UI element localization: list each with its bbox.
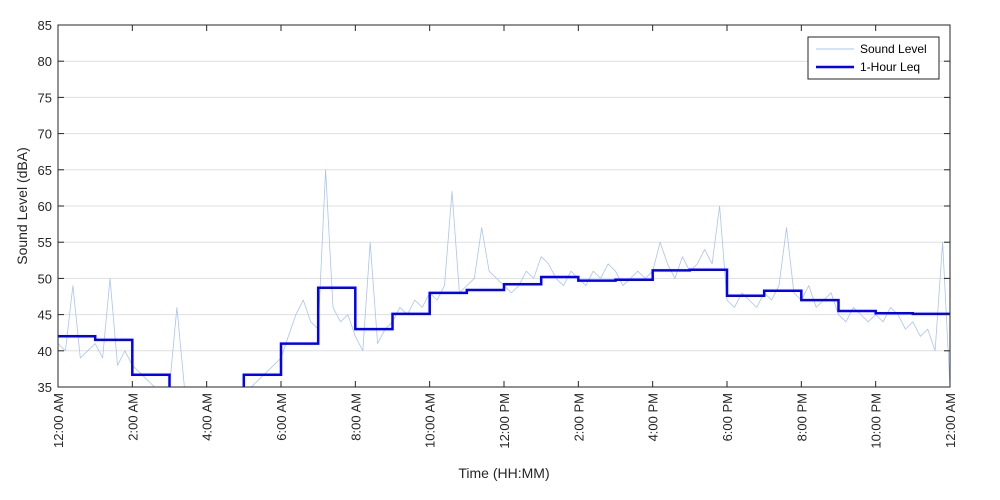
x-tick-label-7: 2:00 PM [571, 393, 586, 441]
y-tick-label-5: 60 [38, 199, 52, 214]
legend: Sound Level 1-Hour Leq [807, 36, 940, 80]
y-tick-label-2: 45 [38, 308, 52, 323]
x-tick-label-4: 8:00 AM [348, 393, 363, 441]
y-tick-label-3: 50 [38, 271, 52, 286]
y-axis-title: Sound Level (dBA) [14, 147, 30, 265]
series-leq-step-line [58, 268, 950, 387]
x-tick-label-8: 4:00 PM [646, 393, 661, 441]
x-tick-label-3: 6:00 AM [274, 393, 289, 441]
y-tick-label-10: 85 [38, 18, 52, 33]
x-tick-label-9: 6:00 PM [720, 393, 735, 441]
x-tick-label-2: 4:00 AM [200, 393, 215, 441]
legend-box [807, 36, 940, 80]
series-layer [58, 169, 950, 387]
y-tick-label-4: 55 [38, 235, 52, 250]
legend-label-sound-level: Sound Level [860, 42, 927, 56]
x-tick-label-10: 8:00 PM [794, 393, 809, 441]
x-axis-title: Time (HH:MM) [458, 465, 549, 481]
x-tick-label-1: 2:00 AM [125, 393, 140, 441]
y-axis-ticks: 35 40 45 50 55 60 65 70 75 80 85 [38, 18, 950, 395]
y-tick-label-7: 70 [38, 127, 52, 142]
x-tick-label-0: 12:00 AM [51, 393, 66, 448]
x-tick-label-6: 12:00 PM [497, 393, 512, 449]
x-tick-label-12: 12:00 AM [943, 393, 958, 448]
x-tick-label-11: 10:00 PM [869, 393, 884, 449]
grid-lines [58, 60, 950, 352]
x-tick-label-5: 10:00 AM [423, 393, 438, 448]
x-axis-ticks: 12:00 AM 2:00 AM 4:00 AM 6:00 AM 8:00 AM 10:0… [51, 25, 958, 449]
y-tick-label-1: 40 [38, 344, 52, 359]
y-tick-label-9: 80 [38, 54, 52, 69]
y-tick-label-0: 35 [38, 380, 52, 395]
legend-label-leq: 1-Hour Leq [860, 60, 920, 74]
y-tick-label-6: 65 [38, 163, 52, 178]
y-tick-label-8: 75 [38, 90, 52, 105]
